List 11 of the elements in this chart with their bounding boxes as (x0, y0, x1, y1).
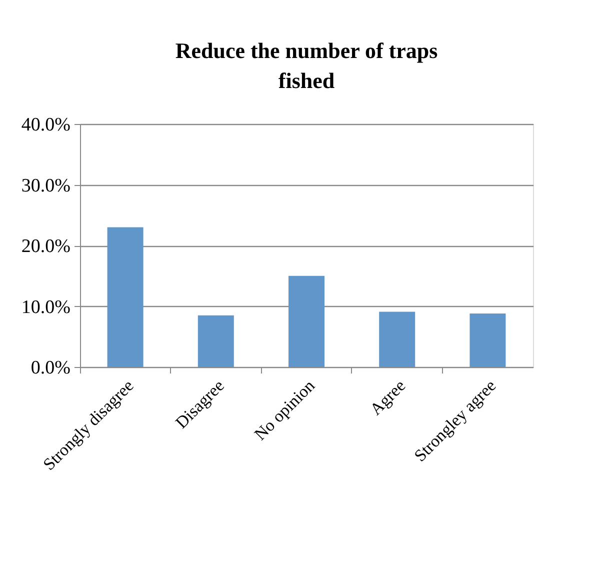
y-tick-label: 20.0% (21, 236, 71, 257)
bar (379, 312, 416, 367)
y-tick-label: 10.0% (21, 296, 71, 318)
y-tick-label: 30.0% (21, 175, 71, 196)
bar (288, 276, 324, 367)
chart-title: Reduce the number of traps fished (175, 38, 438, 93)
bar (198, 315, 234, 367)
bar (470, 314, 506, 367)
bar (107, 227, 144, 367)
y-tick-label: 0.0% (30, 358, 71, 378)
y-tick-label: 40.0% (21, 114, 71, 136)
